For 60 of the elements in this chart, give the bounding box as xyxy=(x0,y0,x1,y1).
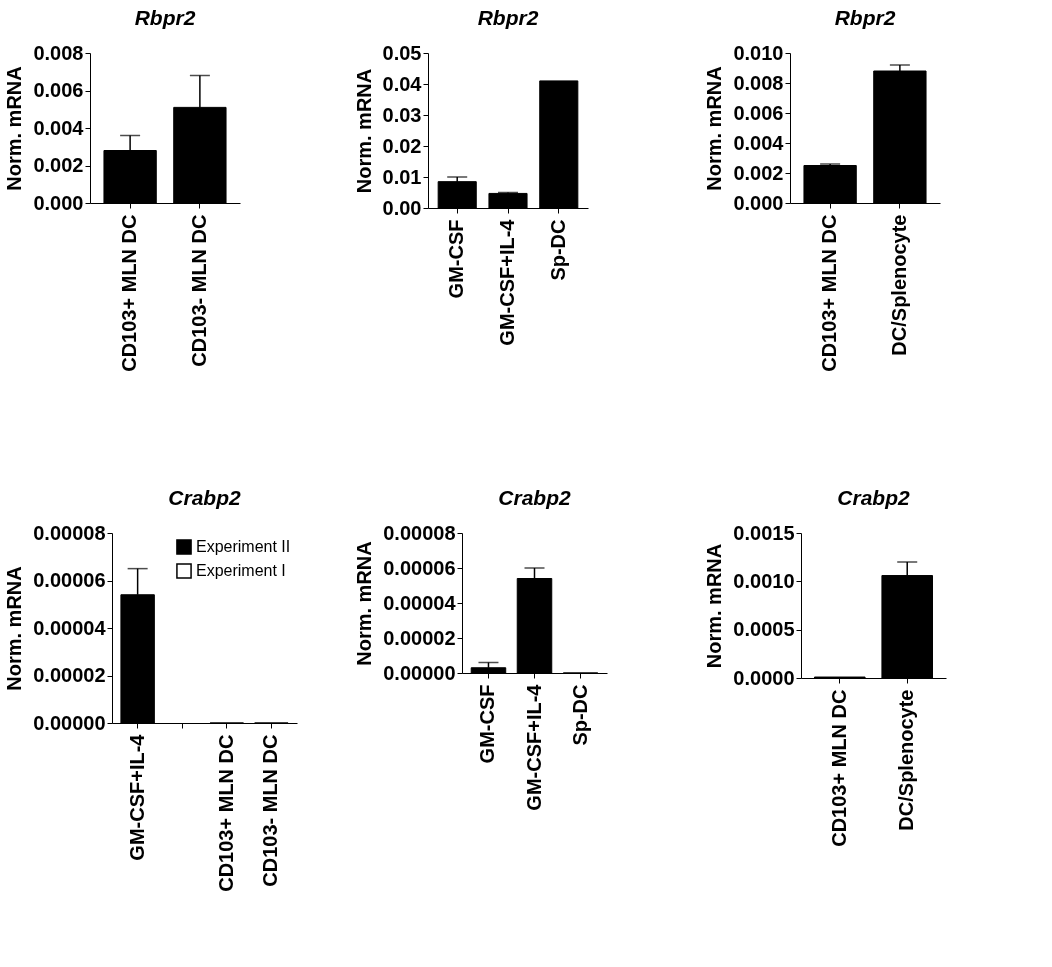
y-tick-label: 0.0010 xyxy=(733,569,795,592)
y-axis-title: Norm. mRNA xyxy=(352,68,375,194)
x-tick-label: DC/Splenocyte xyxy=(895,689,918,831)
y-axis-title: Norm. mRNA xyxy=(3,566,26,691)
y-tick-label: 0.04 xyxy=(382,72,423,95)
x-tick-label: GM-CSF xyxy=(445,219,468,299)
x-tick-label: CD103- MLN DC xyxy=(259,734,282,887)
y-tick-label: 0.00 xyxy=(382,196,422,219)
y-tick-label: 0.00006 xyxy=(33,569,106,591)
y-tick-label: 0.010 xyxy=(733,41,784,64)
x-tick-label: DC/Splenocyte xyxy=(887,214,910,356)
chart-title: Crabp2 xyxy=(837,486,910,509)
x-tick-label: GM-CSF+IL-4 xyxy=(496,218,518,346)
y-tick-label: 0.00008 xyxy=(33,521,106,544)
legend-label: Experiment II xyxy=(196,538,291,555)
chart-title: Crabp2 xyxy=(168,486,241,509)
y-axis-title: Norm. mRNA xyxy=(703,543,726,669)
x-tick-label: CD103+ MLN DC xyxy=(214,734,237,892)
chart-title: Rbpr2 xyxy=(477,6,539,29)
x-tick-label: Sp-DC xyxy=(568,684,591,746)
x-tick-label: CD103+ MLN DC xyxy=(818,214,841,372)
y-tick-label: 0.004 xyxy=(33,116,85,139)
x-tick-label: GM-CSF+IL-4 xyxy=(125,733,148,861)
y-tick-label: 0.006 xyxy=(733,101,784,124)
chart-title: Crabp2 xyxy=(498,486,571,509)
y-tick-label: 0.008 xyxy=(33,41,84,64)
y-tick-label: 0.006 xyxy=(33,79,84,101)
y-axis-title: Norm. mRNA xyxy=(353,541,376,666)
y-tick-label: 0.0005 xyxy=(733,618,795,641)
y-tick-label: 0.0000 xyxy=(733,666,795,689)
y-axis-title: Norm. mRNA xyxy=(3,66,26,191)
y-tick-label: 0.03 xyxy=(382,103,422,126)
y-tick-label: 0.00006 xyxy=(383,556,456,579)
x-tick-label: Sp-DC xyxy=(546,219,569,281)
chart-title: Rbpr2 xyxy=(134,6,196,29)
y-tick-label: 0.004 xyxy=(733,131,785,154)
y-tick-label: 0.008 xyxy=(733,71,784,94)
y-tick-label: 0.00008 xyxy=(383,521,456,544)
y-tick-label: 0.00002 xyxy=(383,626,456,649)
y-tick-label: 0.000 xyxy=(33,191,84,214)
y-tick-label: 0.02 xyxy=(382,134,422,157)
x-tick-label: GM-CSF+IL-4 xyxy=(522,683,545,811)
y-tick-label: 0.00002 xyxy=(33,664,106,686)
y-tick-label: 0.00004 xyxy=(383,591,457,614)
y-tick-label: 0.00000 xyxy=(383,661,456,684)
y-tick-label: 0.0015 xyxy=(733,521,795,544)
y-tick-label: 0.01 xyxy=(382,165,422,188)
x-tick-label: CD103+ MLN DC xyxy=(118,214,141,372)
chart-title: Rbpr2 xyxy=(834,6,896,29)
y-tick-label: 0.05 xyxy=(382,41,422,64)
y-axis-title: Norm. mRNA xyxy=(703,66,726,191)
y-tick-label: 0.00004 xyxy=(33,616,107,639)
y-tick-label: 0.002 xyxy=(733,161,784,184)
x-tick-label: CD103+ MLN DC xyxy=(827,689,850,847)
y-tick-label: 0.00000 xyxy=(33,711,106,734)
y-tick-label: 0.002 xyxy=(33,154,84,176)
x-tick-label: CD103- MLN DC xyxy=(187,214,210,367)
x-tick-label: GM-CSF xyxy=(476,684,499,764)
y-tick-label: 0.000 xyxy=(733,191,784,214)
legend-label: Experiment I xyxy=(196,562,286,579)
